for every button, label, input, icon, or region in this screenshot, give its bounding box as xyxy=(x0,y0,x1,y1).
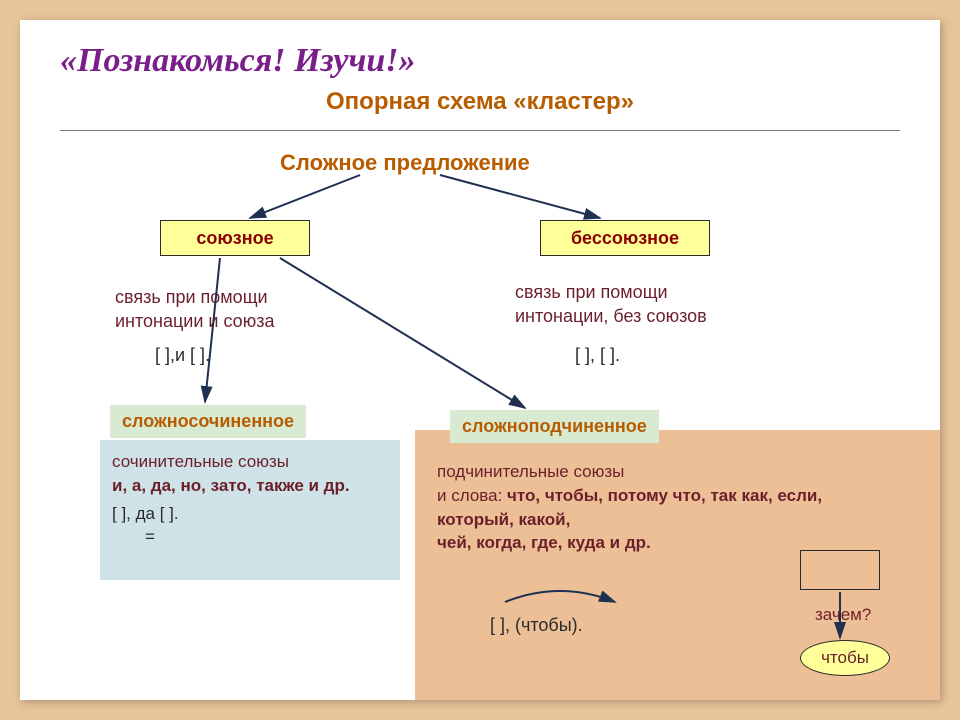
schema-union: [ ],и [ ]. xyxy=(155,345,210,366)
qa-oval: чтобы xyxy=(800,640,890,676)
panel-left-eq: = xyxy=(112,525,388,549)
qa-rect xyxy=(800,550,880,590)
slide: «Познакомься! Изучи!» Опорная схема «кла… xyxy=(20,20,940,700)
schema-right: [ ], (чтобы). xyxy=(490,615,583,636)
node-nounion: бессоюзное xyxy=(540,220,710,256)
subhead-ssp: сложносочиненное xyxy=(110,405,306,438)
qa-answer: чтобы xyxy=(821,648,869,668)
divider xyxy=(60,130,900,131)
qa-question: зачем? xyxy=(815,605,871,625)
schema-nounion: [ ], [ ]. xyxy=(575,345,620,366)
desc-nounion-l1: связь при помощи xyxy=(515,280,707,304)
subtitle: Опорная схема «кластер» xyxy=(200,88,760,116)
panel-left: сочинительные союзы и, а, да, но, зато, … xyxy=(100,440,400,580)
panel-right-l2: и слова: что, чтобы, потому что, так как… xyxy=(437,484,903,532)
topic-label: Сложное предложение xyxy=(280,150,530,176)
desc-nounion: связь при помощи интонации, без союзов xyxy=(515,280,707,329)
panel-right: подчинительные союзы и слова: что, чтобы… xyxy=(425,450,915,565)
node-union-label: союзное xyxy=(196,228,273,249)
panel-left-l2: и, а, да, но, зато, также и др. xyxy=(112,474,388,498)
subhead-spp: сложноподчиненное xyxy=(450,410,659,443)
panel-right-l1: подчинительные союзы xyxy=(437,460,903,484)
desc-nounion-l2: интонации, без союзов xyxy=(515,304,707,328)
desc-union: связь при помощи интонации и союза xyxy=(115,285,274,334)
desc-union-l2: интонации и союза xyxy=(115,309,274,333)
page-title: «Познакомься! Изучи!» xyxy=(60,42,416,80)
node-nounion-label: бессоюзное xyxy=(571,228,679,249)
desc-union-l1: связь при помощи xyxy=(115,285,274,309)
panel-left-schema: [ ], да [ ]. xyxy=(112,502,388,526)
node-union: союзное xyxy=(160,220,310,256)
panel-left-l1: сочинительные союзы xyxy=(112,450,388,474)
panel-right-l2a: и слова: xyxy=(437,486,507,505)
